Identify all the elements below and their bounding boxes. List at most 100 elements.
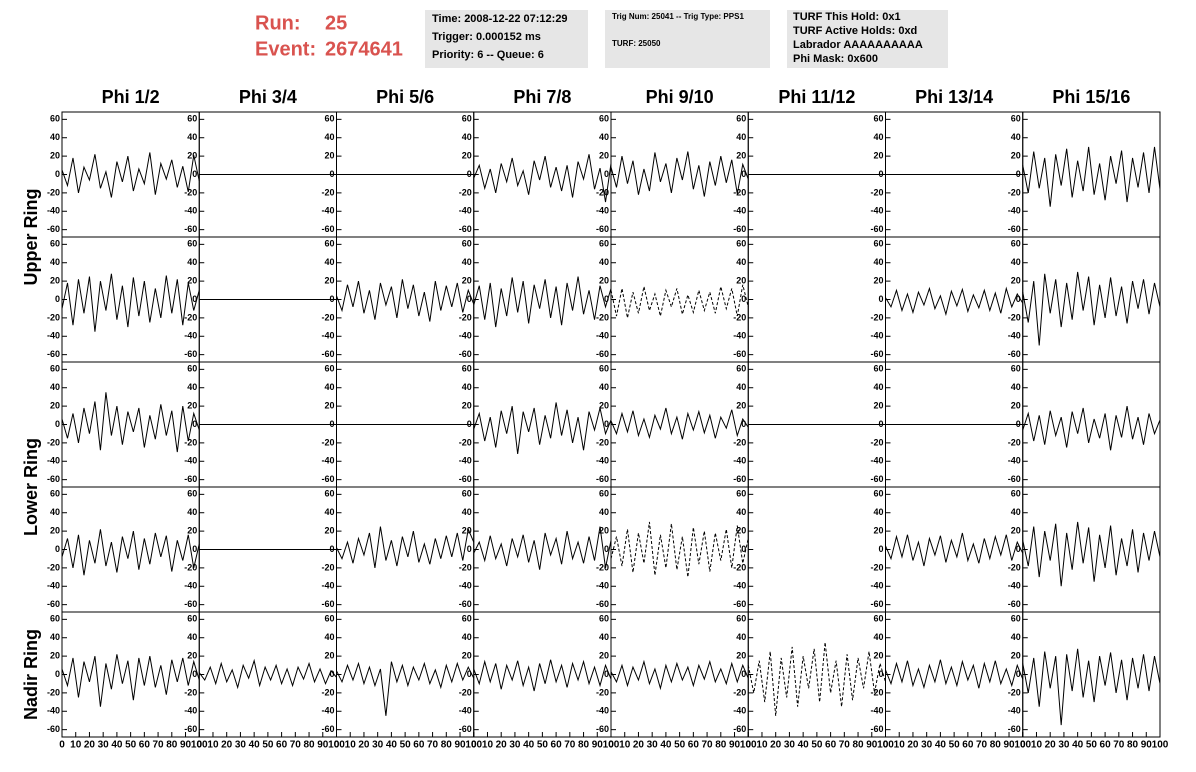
y-tick-label: 60 <box>462 614 472 624</box>
x-tick-label: 60 <box>1100 740 1112 751</box>
y-tick-label: 20 <box>187 275 197 285</box>
y-tick-label: -40 <box>184 206 197 216</box>
y-tick-label: 40 <box>324 632 334 642</box>
y-tick-label: 40 <box>1011 382 1021 392</box>
y-tick-label: 0 <box>55 419 60 429</box>
y-tick-label: -20 <box>733 687 746 697</box>
x-tick-label: 60 <box>825 740 837 751</box>
y-tick-label: 0 <box>604 544 609 554</box>
x-tick-label: 80 <box>1127 740 1139 751</box>
y-tick-label: 60 <box>873 614 883 624</box>
y-tick-label: -20 <box>870 437 883 447</box>
waveform <box>336 526 475 568</box>
y-tick-label: 60 <box>187 114 197 124</box>
x-tick-label: 10 <box>482 740 494 751</box>
y-tick-label: 60 <box>736 489 746 499</box>
waveform <box>1022 146 1161 207</box>
y-tick-label: -20 <box>321 687 334 697</box>
y-tick-label: 60 <box>50 114 60 124</box>
waveform <box>61 529 200 576</box>
y-tick-label: 0 <box>741 669 746 679</box>
y-tick-label: 40 <box>50 257 60 267</box>
y-tick-label: 60 <box>873 364 883 374</box>
y-tick-label: -40 <box>184 706 197 716</box>
column-title: Phi 13/14 <box>915 87 993 107</box>
x-tick-label: 60 <box>413 740 425 751</box>
y-tick-label: 20 <box>1011 400 1021 410</box>
x-tick-label: 80 <box>852 740 864 751</box>
x-tick-label: 40 <box>111 740 123 751</box>
y-tick-label: 20 <box>324 275 334 285</box>
y-tick-label: -60 <box>870 349 883 359</box>
y-tick-label: -60 <box>459 724 472 734</box>
y-tick-label: -40 <box>733 706 746 716</box>
y-tick-label: -40 <box>733 331 746 341</box>
y-tick-label: 0 <box>467 169 472 179</box>
x-tick-label: 20 <box>496 740 508 751</box>
y-tick-label: 0 <box>741 544 746 554</box>
y-tick-label: -60 <box>184 224 197 234</box>
event-label: Event: <box>255 38 316 60</box>
x-tick-label: 20 <box>770 740 782 751</box>
y-tick-label: 20 <box>462 650 472 660</box>
y-tick-label: 60 <box>736 614 746 624</box>
x-tick-label: 100 <box>465 740 482 751</box>
y-tick-label: 40 <box>873 507 883 517</box>
x-tick-label: 40 <box>249 740 261 751</box>
y-tick-label: -60 <box>184 349 197 359</box>
y-tick-label: 0 <box>55 669 60 679</box>
y-tick-label: 60 <box>324 114 334 124</box>
y-tick-label: -60 <box>1008 349 1021 359</box>
x-tick-label: 40 <box>523 740 535 751</box>
x-tick-label: 70 <box>976 740 988 751</box>
info-line: Trig Num: 25041 -- Trig Type: PPS1 <box>612 12 744 21</box>
y-tick-label: -20 <box>1008 562 1021 572</box>
y-tick-label: 20 <box>873 525 883 535</box>
y-tick-label: -20 <box>870 312 883 322</box>
waveform <box>336 661 475 716</box>
panel-frame <box>1022 486 1161 613</box>
y-tick-label: 20 <box>462 525 472 535</box>
y-tick-label: 0 <box>604 294 609 304</box>
y-tick-label: -40 <box>321 206 334 216</box>
y-tick-label: 60 <box>1011 114 1021 124</box>
x-tick-label: 20 <box>358 740 370 751</box>
y-tick-label: -20 <box>870 562 883 572</box>
y-tick-label: -60 <box>1008 224 1021 234</box>
y-tick-label: 0 <box>467 419 472 429</box>
y-tick-label: 40 <box>599 632 609 642</box>
y-tick-label: 60 <box>462 239 472 249</box>
waveform <box>61 654 200 707</box>
y-tick-label: 20 <box>736 525 746 535</box>
y-tick-label: -40 <box>321 581 334 591</box>
y-tick-label: -60 <box>870 474 883 484</box>
y-tick-label: -40 <box>47 456 60 466</box>
y-tick-label: -20 <box>184 687 197 697</box>
panel-frame <box>61 486 200 613</box>
x-tick-label: 70 <box>290 740 302 751</box>
y-tick-label: -20 <box>321 187 334 197</box>
y-tick-label: -40 <box>321 331 334 341</box>
y-tick-label: 20 <box>873 275 883 285</box>
x-tick-label: 80 <box>441 740 453 751</box>
y-tick-label: 40 <box>187 382 197 392</box>
y-tick-label: 20 <box>462 400 472 410</box>
y-tick-label: 20 <box>324 400 334 410</box>
y-tick-label: -60 <box>321 599 334 609</box>
info-line: Phi Mask: 0x600 <box>793 53 878 65</box>
y-tick-label: -20 <box>47 437 60 447</box>
info-line: TURF Active Holds: 0xd <box>793 25 917 37</box>
x-tick-label: 20 <box>1045 740 1057 751</box>
x-tick-label: 70 <box>564 740 576 751</box>
panel-frame <box>610 486 749 613</box>
x-tick-label: 70 <box>702 740 714 751</box>
y-tick-label: -20 <box>184 187 197 197</box>
panel-frame <box>473 361 612 488</box>
y-tick-label: 40 <box>736 507 746 517</box>
y-tick-label: -60 <box>733 474 746 484</box>
x-tick-label: 80 <box>990 740 1002 751</box>
y-tick-label: 40 <box>873 382 883 392</box>
waveform <box>610 407 749 440</box>
x-tick-label: 0 <box>608 740 614 751</box>
